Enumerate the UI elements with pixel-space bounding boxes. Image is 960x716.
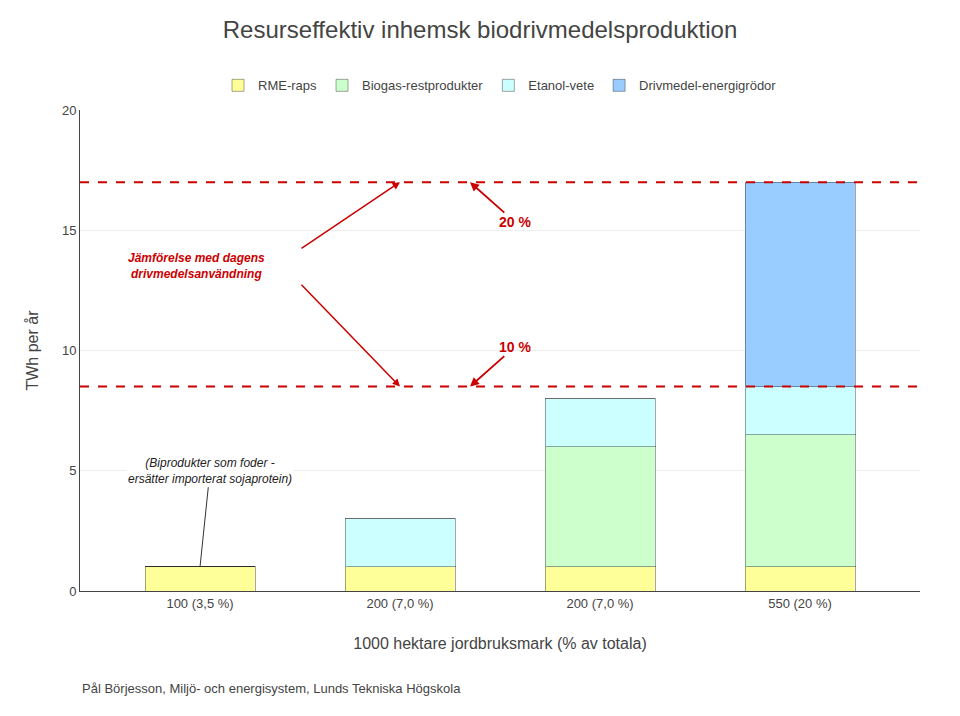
svg-text:Resurseffektiv inhemsk biodriv: Resurseffektiv inhemsk biodrivmedelsprod…: [223, 16, 737, 43]
svg-text:20 %: 20 %: [499, 214, 531, 230]
svg-text:Jämförelse med dagensdrivmedel: Jämförelse med dagensdrivmedelsanvändnin…: [128, 251, 265, 281]
svg-text:10: 10: [62, 343, 76, 358]
svg-text:Etanol-vete: Etanol-vete: [528, 78, 594, 93]
svg-text:Drivmedel-energigrödor: Drivmedel-energigrödor: [639, 78, 776, 93]
svg-text:1000 hektare jordbruksmark (%: 1000 hektare jordbruksmark (% av totala): [353, 635, 646, 652]
svg-text:TWh per år: TWh per år: [24, 310, 41, 391]
svg-text:15: 15: [62, 223, 76, 238]
svg-text:Biogas-restprodukter: Biogas-restprodukter: [362, 78, 483, 93]
svg-text:0: 0: [69, 584, 76, 599]
svg-text:5: 5: [69, 463, 76, 478]
svg-text:10 %: 10 %: [499, 339, 531, 355]
svg-text:Pål Börjesson, Miljö- och ener: Pål Börjesson, Miljö- och energisystem, …: [82, 681, 461, 696]
svg-text:(Biprodukter som foder -ersätt: (Biprodukter som foder -ersätter importe…: [128, 456, 292, 486]
svg-text:20: 20: [62, 103, 76, 118]
svg-text:200 (7,0 %): 200 (7,0 %): [566, 596, 633, 611]
svg-text:100 (3,5 %): 100 (3,5 %): [166, 596, 233, 611]
svg-text:RME-raps: RME-raps: [258, 78, 317, 93]
svg-text:200 (7,0 %): 200 (7,0 %): [366, 596, 433, 611]
svg-text:550 (20 %): 550 (20 %): [768, 596, 832, 611]
